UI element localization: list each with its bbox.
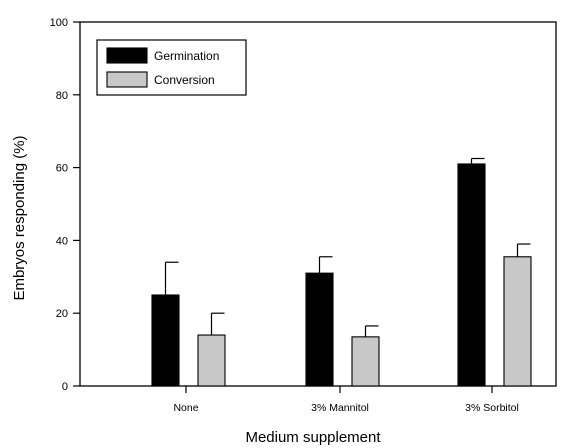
legend: Germination Conversion xyxy=(96,39,247,96)
x-axis: None 3% Mannitol 3% Sorbitol xyxy=(173,386,519,414)
bar-germination xyxy=(305,272,334,387)
bar-germination xyxy=(151,294,180,387)
y-axis: 0 20 40 60 80 100 xyxy=(50,17,80,393)
y-axis-title: Embryos responding (%) xyxy=(11,135,28,300)
bars xyxy=(151,157,532,387)
x-axis-title: Medium supplement xyxy=(245,429,381,446)
legend-swatch xyxy=(106,47,148,64)
legend-label: Germination xyxy=(154,49,219,63)
x-tick-label: None xyxy=(173,402,198,414)
bar-conversion xyxy=(503,256,532,387)
y-tick-label: 80 xyxy=(56,90,68,102)
bar-conversion xyxy=(197,334,226,387)
y-tick-label: 40 xyxy=(56,235,68,247)
bar-conversion xyxy=(351,336,380,387)
y-tick-label: 0 xyxy=(62,381,68,393)
legend-label: Conversion xyxy=(154,73,215,87)
y-tick-label: 60 xyxy=(56,163,68,175)
x-tick-label: 3% Mannitol xyxy=(311,402,369,414)
y-tick-label: 20 xyxy=(56,308,68,320)
legend-swatch xyxy=(106,71,148,88)
bar-germination xyxy=(457,163,486,387)
x-tick-label: 3% Sorbitol xyxy=(465,402,519,414)
y-tick-label: 100 xyxy=(50,17,68,29)
